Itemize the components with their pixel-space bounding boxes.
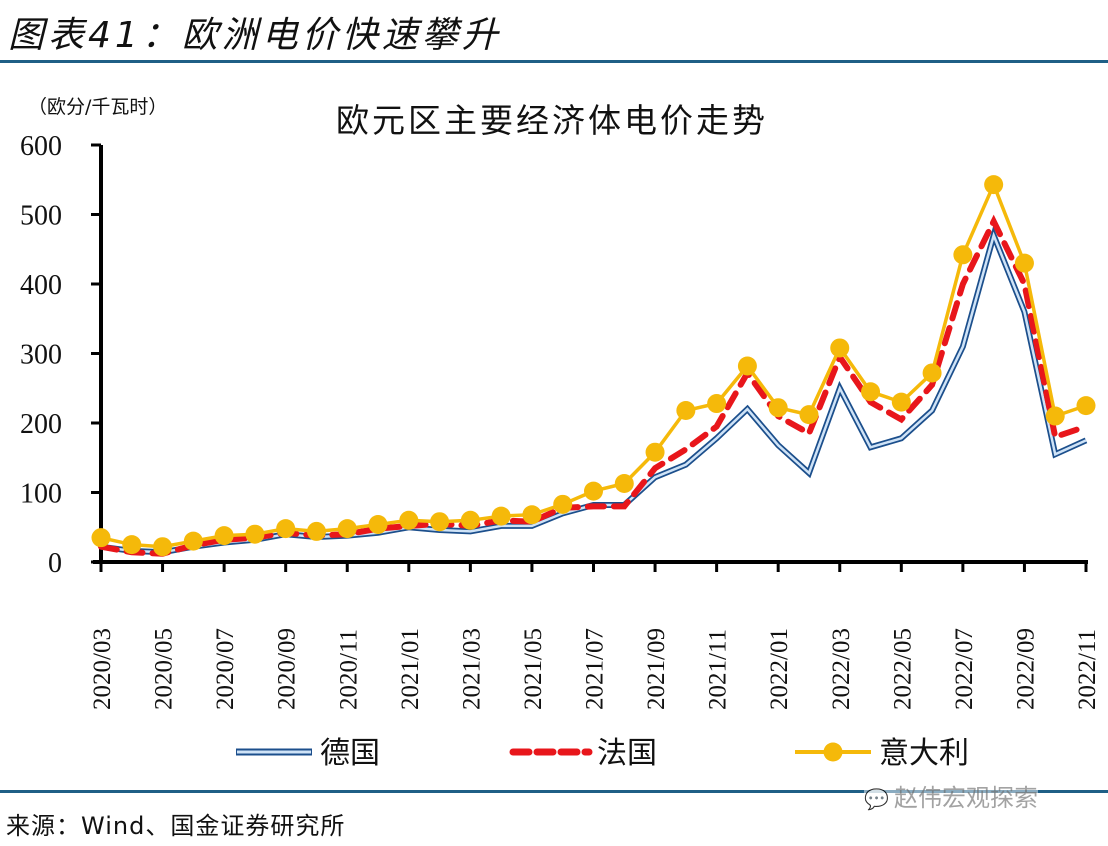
italy-data-point: [214, 526, 234, 546]
x-tick-label: 2022/11: [1074, 629, 1101, 710]
x-tick-label: 2020/07: [212, 628, 239, 710]
italy-data-point: [1014, 253, 1034, 273]
chart-title: 欧元区主要经济体电价走势: [336, 101, 768, 140]
italy-data-point: [830, 338, 850, 358]
italy-data-point: [676, 400, 696, 420]
y-tick-label: 0: [48, 548, 62, 579]
y-tick-label: 100: [20, 479, 62, 510]
italy-data-point: [614, 473, 634, 493]
italy-data-point: [737, 356, 757, 376]
x-tick-label: 2022/07: [951, 628, 978, 710]
italy-data-point: [707, 394, 727, 414]
series-line-france: [98, 214, 1089, 557]
x-tick-label: 2021/01: [397, 628, 424, 710]
legend-item-2: 意大利: [795, 736, 969, 771]
x-tick-label: 2021/03: [458, 628, 485, 710]
italy-data-point: [491, 506, 511, 526]
legend-swatch-marker: [823, 742, 843, 762]
italy-data-point: [922, 363, 942, 383]
y-tick-label: 400: [20, 270, 62, 301]
italy-data-point: [306, 521, 326, 541]
x-tick-label: 2022/03: [828, 628, 855, 710]
series-1: [98, 214, 1089, 557]
source-note: 来源：Wind、国金证券研究所: [6, 812, 346, 840]
italy-data-point: [953, 245, 973, 265]
italy-data-point: [584, 481, 603, 501]
italy-data-point: [276, 519, 296, 539]
italy-data-point: [891, 392, 911, 412]
y-tick-label: 500: [20, 201, 62, 232]
x-tick-label: 2020/05: [151, 628, 178, 710]
x-tick-label: 2022/01: [766, 628, 793, 710]
italy-data-point: [522, 505, 542, 525]
x-tick-label: 2021/09: [643, 628, 670, 710]
legend-label: 法国: [597, 736, 657, 771]
italy-data-point: [861, 382, 881, 402]
italy-data-point: [984, 175, 1004, 195]
italy-data-point: [1076, 396, 1096, 416]
y-tick-label: 300: [20, 340, 62, 371]
italy-data-point: [122, 535, 142, 555]
top-divider: [0, 60, 1108, 63]
italy-data-point: [153, 537, 173, 557]
legend-item-0: 德国: [236, 736, 380, 771]
italy-data-point: [368, 514, 388, 534]
y-tick-label: 200: [20, 409, 62, 440]
y-axis-unit-label: （欧分/千瓦时）: [28, 96, 167, 118]
italy-data-point: [430, 512, 450, 532]
italy-data-point: [91, 528, 111, 548]
italy-data-point: [183, 531, 203, 551]
italy-data-point: [553, 494, 573, 514]
italy-data-point: [645, 442, 665, 462]
wechat-icon: 💬: [864, 787, 889, 811]
legend-label: 德国: [320, 736, 380, 771]
legend-item-1: 法国: [509, 736, 657, 771]
figure-title: 图表41：欧洲电价快速攀升: [8, 15, 502, 56]
legend-label: 意大利: [879, 736, 969, 771]
italy-data-point: [799, 405, 819, 425]
watermark: 💬 赵伟宏观探索: [864, 778, 1038, 813]
italy-data-point: [399, 510, 419, 530]
x-tick-label: 2020/09: [274, 628, 301, 710]
italy-data-point: [245, 524, 265, 544]
italy-data-point: [1045, 406, 1065, 426]
x-tick-label: 2020/11: [335, 629, 362, 710]
italy-data-point: [768, 398, 788, 418]
y-tick-label: 600: [20, 131, 62, 162]
series-2: [91, 175, 1096, 557]
x-tick-label: 2021/07: [582, 628, 609, 710]
italy-data-point: [337, 519, 357, 539]
x-tick-label: 2022/09: [1012, 628, 1039, 710]
x-tick-label: 2021/05: [520, 628, 547, 710]
italy-data-point: [460, 510, 480, 530]
watermark-text: 赵伟宏观探索: [894, 784, 1038, 812]
x-tick-label: 2022/05: [889, 628, 916, 710]
bottom-divider: [0, 790, 1108, 793]
x-tick-label: 2021/11: [705, 629, 732, 710]
x-tick-label: 2020/03: [89, 628, 116, 710]
